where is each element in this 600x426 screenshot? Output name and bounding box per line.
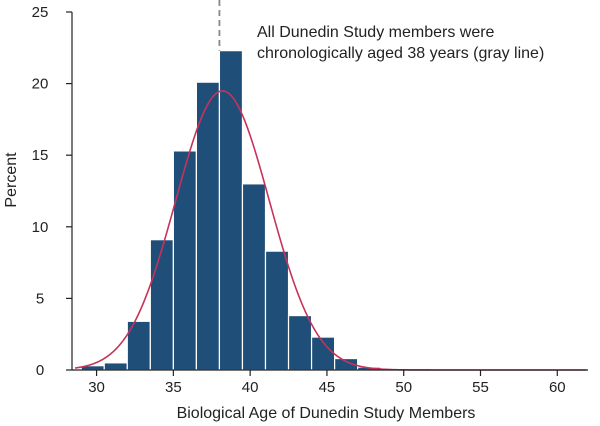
histogram-bar-3 xyxy=(149,239,174,371)
histogram-bars xyxy=(80,50,382,371)
x-tick-label-35: 35 xyxy=(165,379,182,396)
histogram-bar-9 xyxy=(287,314,313,371)
histogram-bar-1 xyxy=(103,362,128,371)
y-tick-label-10: 10 xyxy=(32,219,49,236)
x-axis-ticks: 30 35 40 45 50 55 60 xyxy=(88,370,566,396)
x-tick-label-30: 30 xyxy=(88,379,105,396)
histogram-bar-4 xyxy=(172,150,197,371)
histogram-bar-6 xyxy=(218,50,244,371)
x-tick-label-45: 45 xyxy=(319,379,336,396)
histogram-bar-7 xyxy=(241,183,267,371)
x-tick-label-50: 50 xyxy=(395,379,412,396)
y-tick-label-0: 0 xyxy=(36,362,44,379)
x-tick-label-40: 40 xyxy=(242,379,259,396)
x-axis-title: Biological Age of Dunedin Study Members xyxy=(177,405,476,422)
y-tick-label-15: 15 xyxy=(32,147,49,164)
y-axis-title: Percent xyxy=(3,152,20,208)
y-tick-label-25: 25 xyxy=(32,4,49,21)
y-tick-label-5: 5 xyxy=(36,290,44,307)
histogram-bar-8 xyxy=(264,250,290,371)
histogram-bar-5 xyxy=(195,81,221,371)
y-axis-ticks: 0 5 10 15 20 25 xyxy=(32,4,72,379)
x-tick-label-60: 60 xyxy=(549,379,566,396)
annotation-line-1: All Dunedin Study members were xyxy=(257,24,495,41)
x-tick-label-55: 55 xyxy=(472,379,489,396)
annotation-line-2: chronologically aged 38 years (gray line… xyxy=(257,45,544,62)
y-tick-label-20: 20 xyxy=(32,76,49,93)
